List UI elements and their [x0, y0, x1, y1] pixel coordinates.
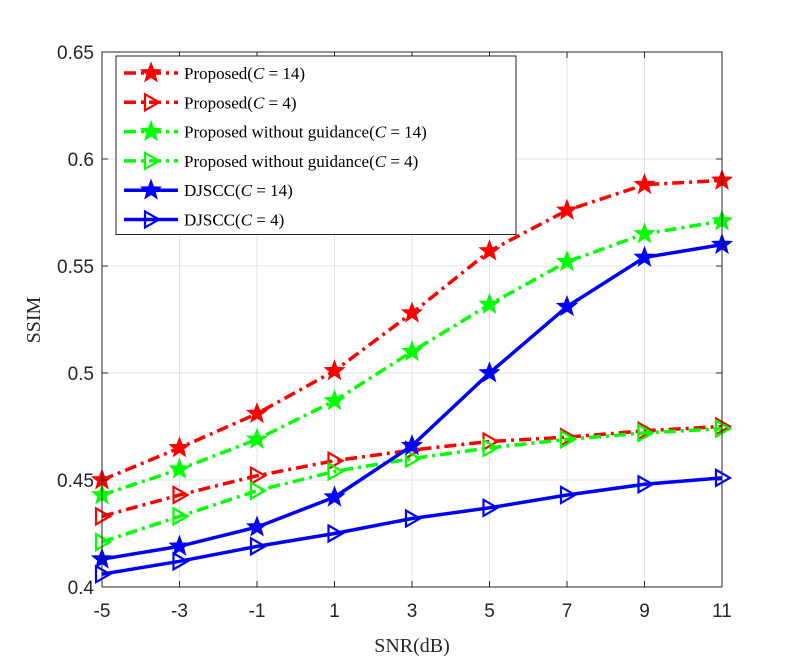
legend-item: Proposed(C = 14)	[124, 61, 305, 83]
legend-label: Proposed(C = 4)	[184, 93, 297, 112]
data-point-marker	[637, 423, 655, 443]
data-point-marker	[559, 485, 578, 505]
data-point-marker	[245, 401, 269, 424]
x-axis-label: SNR(dB)	[374, 635, 450, 657]
x-tick-label: 3	[407, 601, 418, 622]
data-point-marker	[482, 438, 500, 458]
data-point-marker	[94, 532, 113, 552]
data-point-marker	[249, 536, 268, 557]
legend-label: DJSCC(C = 4)	[184, 211, 284, 230]
data-point-marker	[94, 506, 113, 527]
data-point-marker	[172, 485, 190, 505]
data-point-marker	[327, 450, 345, 471]
data-point-marker	[400, 434, 424, 456]
x-tick-label: 1	[329, 601, 340, 622]
legend-item: DJSCC(C = 14)	[124, 178, 293, 200]
legend-label: Proposed without guidance(C = 4)	[184, 152, 418, 171]
data-point-marker	[714, 467, 733, 488]
data-point-marker	[400, 301, 424, 323]
x-tick-label: -5	[94, 601, 111, 622]
legend: Proposed(C = 14) Proposed(C = 4) Proposed …	[115, 55, 517, 235]
data-point-marker	[323, 389, 346, 411]
series-6	[94, 467, 733, 585]
data-point-marker	[404, 508, 423, 529]
series-5	[90, 232, 734, 569]
data-point-marker	[633, 222, 656, 244]
series-layer	[90, 168, 734, 585]
data-point-marker	[555, 294, 579, 317]
data-point-marker	[168, 436, 191, 458]
data-point-marker	[172, 506, 190, 527]
legend-marker	[139, 178, 163, 200]
data-point-marker	[404, 448, 423, 469]
y-axis-label: SSIM	[23, 296, 45, 343]
series-line	[101, 426, 723, 544]
legend-item: Proposed without guidance(C = 4)	[124, 151, 418, 171]
x-tick-label: 7	[562, 601, 573, 622]
legend-item: Proposed(C = 4)	[124, 92, 297, 113]
data-point-marker	[168, 457, 191, 479]
data-point-marker	[555, 250, 579, 272]
axis-ticks: -5 -3 -1 1 3 5 7 9 11 0.4 0.45 0.5 0.55 0.6 0.65	[57, 43, 732, 622]
data-point-marker	[249, 465, 268, 486]
legend-label: Proposed without guidance(C = 14)	[184, 123, 427, 142]
data-point-marker	[327, 461, 345, 482]
y-tick-label: 0.5	[68, 364, 94, 385]
data-point-marker	[323, 359, 346, 381]
series-4	[94, 418, 733, 552]
data-point-marker	[559, 429, 578, 450]
x-tick-label: 5	[484, 601, 495, 622]
legend-marker	[139, 61, 163, 83]
data-point-marker	[555, 198, 579, 220]
legend-marker	[143, 92, 162, 113]
data-point-marker	[482, 497, 500, 518]
data-point-marker	[323, 485, 346, 507]
x-tick-label: -3	[171, 601, 188, 622]
legend-marker	[143, 209, 162, 230]
data-point-marker	[478, 361, 501, 383]
data-point-marker	[478, 292, 501, 314]
x-tick-label: 11	[712, 601, 732, 622]
y-tick-label: 0.55	[57, 257, 94, 278]
data-point-marker	[168, 534, 191, 556]
data-point-marker	[172, 551, 190, 572]
data-point-marker	[633, 245, 656, 267]
x-tick-label: 9	[639, 601, 650, 622]
x-tick-label: -1	[249, 601, 266, 622]
legend-label: DJSCC(C = 14)	[184, 181, 293, 200]
data-point-marker	[94, 564, 113, 585]
data-point-marker	[633, 172, 656, 195]
data-point-marker	[249, 480, 268, 501]
legend-box	[115, 55, 517, 235]
data-point-marker	[400, 339, 424, 362]
y-tick-label: 0.4	[68, 578, 95, 599]
data-point-marker	[714, 418, 733, 439]
legend-item: Proposed without guidance(C = 14)	[124, 119, 427, 142]
data-point-marker	[245, 515, 269, 537]
data-point-marker	[637, 474, 655, 495]
y-tick-label: 0.45	[57, 471, 94, 492]
series-line	[101, 476, 723, 576]
data-point-marker	[245, 427, 269, 449]
legend-item: DJSCC(C = 4)	[124, 209, 284, 230]
legend-marker	[143, 151, 162, 171]
legend-label: Proposed(C = 14)	[184, 64, 305, 83]
data-point-marker	[327, 523, 345, 544]
legend-marker	[139, 119, 163, 142]
data-point-marker	[478, 239, 501, 261]
y-tick-label: 0.65	[57, 43, 94, 64]
y-tick-label: 0.6	[68, 150, 94, 171]
